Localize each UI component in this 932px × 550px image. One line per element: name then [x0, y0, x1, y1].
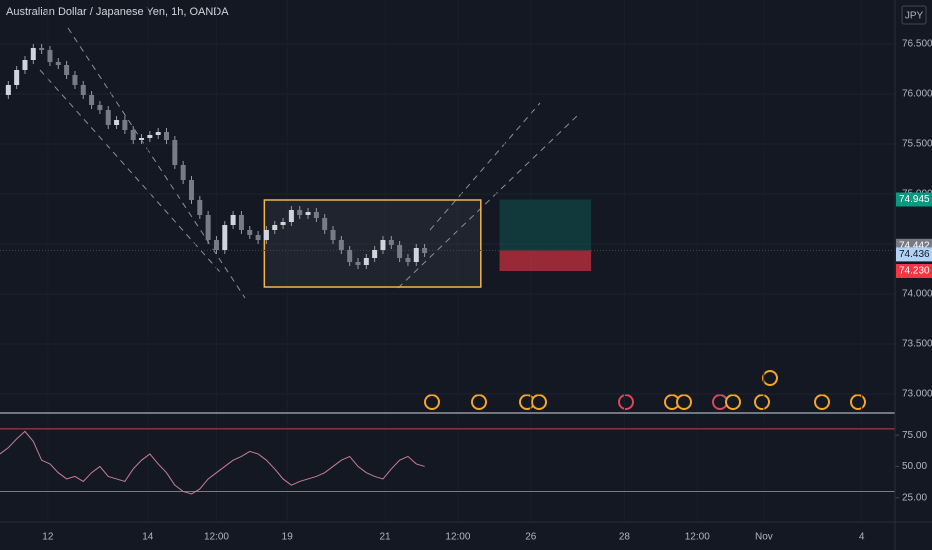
x-tick-label: 4	[859, 532, 865, 543]
candle	[80, 85, 86, 95]
candle	[205, 215, 211, 240]
candle	[422, 248, 428, 253]
currency[interactable]: JPY	[905, 11, 924, 22]
candle	[172, 140, 178, 165]
rsi-tick-label: 50.00	[902, 461, 927, 472]
candle	[97, 105, 103, 110]
price-label: 74.436	[899, 249, 930, 260]
candle	[272, 225, 278, 230]
candle	[139, 138, 145, 140]
candle	[372, 250, 378, 258]
candle	[297, 210, 303, 215]
candle	[164, 132, 170, 140]
price-label: 74.442	[899, 240, 930, 251]
candle	[122, 120, 128, 130]
candle	[39, 48, 45, 50]
consolidation-box	[263, 199, 482, 288]
x-tick-label: 21	[379, 532, 391, 543]
candle	[347, 250, 353, 262]
candle	[305, 212, 311, 215]
candle	[413, 248, 419, 262]
candle	[105, 110, 111, 125]
price-label-bg	[896, 192, 932, 207]
candle	[130, 130, 136, 140]
candle	[89, 95, 95, 105]
x-tick-label: 14	[142, 532, 154, 543]
candle	[330, 230, 336, 240]
price-label-bg	[896, 247, 932, 262]
event-icons	[424, 370, 866, 410]
candle	[197, 200, 203, 215]
candle	[255, 235, 261, 240]
candle	[338, 240, 344, 250]
candle	[388, 240, 394, 245]
x-tick-label: 26	[525, 532, 537, 543]
rsi-line	[0, 430, 425, 495]
candle	[114, 120, 120, 125]
candle	[238, 215, 244, 230]
x-tick-label: 12:00	[685, 532, 710, 543]
target-zone	[499, 199, 592, 251]
x-tick-label: 12:00	[445, 532, 470, 543]
candle	[47, 50, 53, 62]
price-label-bg	[896, 264, 932, 278]
x-tick-label: 28	[619, 532, 631, 543]
candle	[30, 48, 36, 60]
candle	[72, 75, 78, 85]
y-tick-label: 76.500	[902, 39, 932, 50]
candle	[313, 212, 319, 218]
candle	[380, 240, 386, 250]
candle	[397, 245, 403, 258]
rsi-tick-label: 25.00	[902, 492, 927, 503]
candle	[280, 222, 286, 225]
candle	[322, 218, 328, 230]
x-tick-label: 19	[282, 532, 294, 543]
x-tick-label: Nov	[755, 532, 773, 543]
price-label: 74.945	[899, 194, 930, 205]
x-tick-label: 12:00	[204, 532, 229, 543]
candle	[222, 225, 228, 250]
stop-zone	[499, 250, 592, 271]
candle	[288, 210, 294, 222]
candle	[147, 135, 153, 138]
candle	[64, 65, 70, 75]
candle	[213, 240, 219, 250]
candle	[22, 60, 28, 70]
candle	[188, 180, 194, 200]
price-label: 74.230	[899, 266, 930, 277]
channel-lines	[39, 27, 579, 299]
currency-button[interactable]	[901, 5, 927, 25]
chart-title: Australian Dollar / Japanese Yen, 1h, OA…	[6, 6, 229, 18]
y-tick-label: 74.000	[902, 289, 932, 300]
rsi-tick-label: 75.00	[902, 430, 927, 441]
candle	[363, 258, 369, 265]
candle	[5, 85, 11, 95]
candle	[155, 132, 161, 135]
y-tick-label: 73.500	[902, 339, 932, 350]
y-tick-label: 76.000	[902, 89, 932, 100]
candle	[55, 62, 61, 65]
y-tick-label: 75.500	[902, 139, 932, 150]
candle	[14, 70, 20, 85]
candle	[230, 215, 236, 225]
candle	[263, 230, 269, 240]
x-tick-label: 12	[42, 532, 54, 543]
y-tick-label: 73.000	[902, 389, 932, 400]
candle	[355, 262, 361, 265]
candle	[405, 258, 411, 262]
candle	[247, 230, 253, 235]
candle	[180, 165, 186, 180]
